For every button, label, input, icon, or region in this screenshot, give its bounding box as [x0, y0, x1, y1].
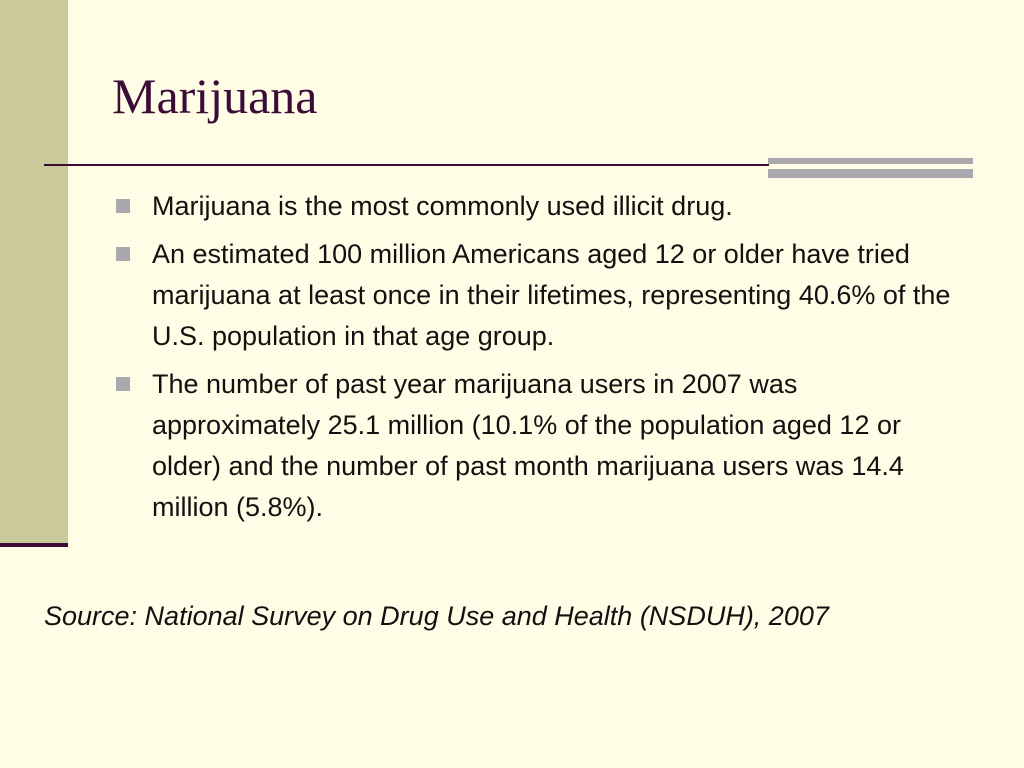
square-bullet-icon	[116, 247, 130, 261]
left-sidebar-decoration	[0, 0, 68, 546]
title-divider	[44, 164, 769, 166]
accent-divider-top	[768, 158, 973, 164]
bullet-item: Marijuana is the most commonly used illi…	[112, 186, 962, 227]
square-bullet-icon	[116, 377, 130, 391]
bullet-list: Marijuana is the most commonly used illi…	[112, 186, 962, 535]
accent-divider-bottom	[768, 169, 973, 178]
square-bullet-icon	[116, 199, 130, 213]
source-citation: Source: National Survey on Drug Use and …	[44, 601, 829, 631]
bullet-text: An estimated 100 million Americans aged …	[152, 239, 951, 351]
bullet-text: Marijuana is the most commonly used illi…	[152, 191, 733, 221]
slide-title: Marijuana	[112, 68, 318, 124]
bullet-text: The number of past year marijuana users …	[152, 369, 904, 522]
bullet-item: The number of past year marijuana users …	[112, 364, 962, 528]
bullet-item: An estimated 100 million Americans aged …	[112, 234, 962, 357]
sidebar-rule	[0, 543, 68, 547]
